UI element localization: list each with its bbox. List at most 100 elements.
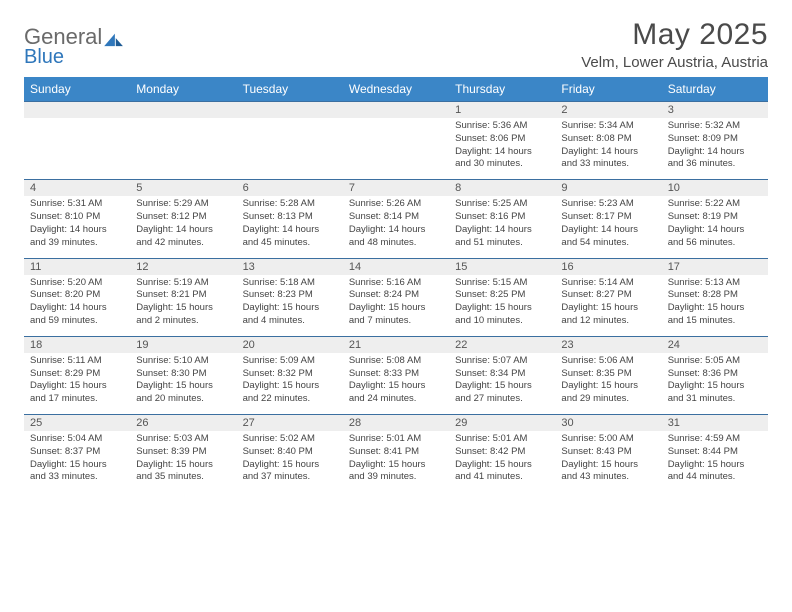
day-detail-line: and 24 minutes.: [349, 393, 443, 406]
week-row: 25Sunrise: 5:04 AMSunset: 8:37 PMDayligh…: [24, 415, 768, 493]
day-detail-line: and 30 minutes.: [455, 158, 549, 171]
day-detail-line: Sunrise: 5:04 AM: [30, 433, 124, 446]
day-number: 11: [24, 259, 130, 275]
day-cell: 29Sunrise: 5:01 AMSunset: 8:42 PMDayligh…: [449, 415, 555, 493]
day-detail-line: Daylight: 15 hours: [349, 459, 443, 472]
day-details: [130, 118, 236, 176]
day-cell: 3Sunrise: 5:32 AMSunset: 8:09 PMDaylight…: [662, 102, 768, 180]
day-cell: 6Sunrise: 5:28 AMSunset: 8:13 PMDaylight…: [237, 180, 343, 258]
day-number: 29: [449, 415, 555, 431]
day-detail-line: and 31 minutes.: [668, 393, 762, 406]
day-cell: 24Sunrise: 5:05 AMSunset: 8:36 PMDayligh…: [662, 336, 768, 414]
day-details: Sunrise: 5:31 AMSunset: 8:10 PMDaylight:…: [24, 196, 130, 257]
day-detail-line: and 36 minutes.: [668, 158, 762, 171]
day-details: Sunrise: 5:36 AMSunset: 8:06 PMDaylight:…: [449, 118, 555, 179]
day-cell: [343, 102, 449, 180]
day-detail-line: Sunset: 8:34 PM: [455, 368, 549, 381]
day-detail-line: Sunset: 8:35 PM: [561, 368, 655, 381]
day-detail-line: Sunrise: 5:32 AM: [668, 120, 762, 133]
day-detail-line: Sunset: 8:33 PM: [349, 368, 443, 381]
day-detail-line: Sunset: 8:41 PM: [349, 446, 443, 459]
day-detail-line: Daylight: 15 hours: [243, 459, 337, 472]
day-number: 9: [555, 180, 661, 196]
day-detail-line: Sunset: 8:40 PM: [243, 446, 337, 459]
day-detail-line: Sunrise: 5:14 AM: [561, 277, 655, 290]
day-detail-line: Sunrise: 5:31 AM: [30, 198, 124, 211]
day-number: 2: [555, 102, 661, 118]
day-detail-line: Sunrise: 5:11 AM: [30, 355, 124, 368]
week-row: 18Sunrise: 5:11 AMSunset: 8:29 PMDayligh…: [24, 336, 768, 414]
day-detail-line: Daylight: 14 hours: [455, 146, 549, 159]
day-detail-line: Sunset: 8:10 PM: [30, 211, 124, 224]
day-cell: 26Sunrise: 5:03 AMSunset: 8:39 PMDayligh…: [130, 415, 236, 493]
day-details: Sunrise: 5:14 AMSunset: 8:27 PMDaylight:…: [555, 275, 661, 336]
day-detail-line: Sunset: 8:44 PM: [668, 446, 762, 459]
day-detail-line: Sunrise: 5:28 AM: [243, 198, 337, 211]
day-detail-line: Sunset: 8:39 PM: [136, 446, 230, 459]
page-header: GeneralBlue May 2025 Velm, Lower Austria…: [24, 18, 768, 71]
day-detail-line: and 35 minutes.: [136, 471, 230, 484]
day-detail-line: Sunrise: 5:10 AM: [136, 355, 230, 368]
day-cell: 2Sunrise: 5:34 AMSunset: 8:08 PMDaylight…: [555, 102, 661, 180]
day-detail-line: Daylight: 14 hours: [455, 224, 549, 237]
day-details: Sunrise: 5:04 AMSunset: 8:37 PMDaylight:…: [24, 431, 130, 492]
day-cell: 23Sunrise: 5:06 AMSunset: 8:35 PMDayligh…: [555, 336, 661, 414]
day-header: Saturday: [662, 77, 768, 102]
calendar-page: GeneralBlue May 2025 Velm, Lower Austria…: [0, 0, 792, 492]
day-details: Sunrise: 5:10 AMSunset: 8:30 PMDaylight:…: [130, 353, 236, 414]
day-detail-line: Sunrise: 5:08 AM: [349, 355, 443, 368]
day-detail-line: and 56 minutes.: [668, 237, 762, 250]
day-detail-line: and 33 minutes.: [30, 471, 124, 484]
day-detail-line: Sunrise: 5:22 AM: [668, 198, 762, 211]
day-detail-line: and 39 minutes.: [349, 471, 443, 484]
brand-logo: GeneralBlue: [24, 18, 124, 69]
day-details: Sunrise: 5:19 AMSunset: 8:21 PMDaylight:…: [130, 275, 236, 336]
day-cell: 1Sunrise: 5:36 AMSunset: 8:06 PMDaylight…: [449, 102, 555, 180]
day-number: [130, 102, 236, 118]
day-details: Sunrise: 5:25 AMSunset: 8:16 PMDaylight:…: [449, 196, 555, 257]
day-detail-line: and 29 minutes.: [561, 393, 655, 406]
day-cell: 9Sunrise: 5:23 AMSunset: 8:17 PMDaylight…: [555, 180, 661, 258]
brand-part2: Blue: [24, 46, 102, 69]
day-detail-line: Daylight: 14 hours: [668, 146, 762, 159]
day-cell: 11Sunrise: 5:20 AMSunset: 8:20 PMDayligh…: [24, 258, 130, 336]
week-row: 11Sunrise: 5:20 AMSunset: 8:20 PMDayligh…: [24, 258, 768, 336]
day-number: 23: [555, 337, 661, 353]
day-detail-line: Sunset: 8:36 PM: [668, 368, 762, 381]
day-details: [237, 118, 343, 176]
day-detail-line: Daylight: 15 hours: [668, 302, 762, 315]
day-detail-line: and 4 minutes.: [243, 315, 337, 328]
day-number: 26: [130, 415, 236, 431]
day-number: 5: [130, 180, 236, 196]
day-number: 7: [343, 180, 449, 196]
day-detail-line: Daylight: 15 hours: [561, 302, 655, 315]
day-detail-line: Sunset: 8:12 PM: [136, 211, 230, 224]
day-detail-line: and 7 minutes.: [349, 315, 443, 328]
day-detail-line: Sunset: 8:14 PM: [349, 211, 443, 224]
day-detail-line: and 15 minutes.: [668, 315, 762, 328]
day-detail-line: and 20 minutes.: [136, 393, 230, 406]
day-detail-line: Sunset: 8:08 PM: [561, 133, 655, 146]
day-details: Sunrise: 5:07 AMSunset: 8:34 PMDaylight:…: [449, 353, 555, 414]
day-detail-line: and 48 minutes.: [349, 237, 443, 250]
day-details: Sunrise: 5:09 AMSunset: 8:32 PMDaylight:…: [237, 353, 343, 414]
day-detail-line: Sunrise: 5:07 AM: [455, 355, 549, 368]
day-detail-line: Sunset: 8:37 PM: [30, 446, 124, 459]
day-number: 12: [130, 259, 236, 275]
day-header: Tuesday: [237, 77, 343, 102]
day-detail-line: Daylight: 14 hours: [349, 224, 443, 237]
day-header: Wednesday: [343, 77, 449, 102]
day-detail-line: Daylight: 15 hours: [30, 459, 124, 472]
title-block: May 2025 Velm, Lower Austria, Austria: [581, 18, 768, 71]
day-detail-line: Sunset: 8:32 PM: [243, 368, 337, 381]
day-number: 10: [662, 180, 768, 196]
day-detail-line: Sunset: 8:06 PM: [455, 133, 549, 146]
day-detail-line: Sunset: 8:30 PM: [136, 368, 230, 381]
day-cell: 14Sunrise: 5:16 AMSunset: 8:24 PMDayligh…: [343, 258, 449, 336]
day-detail-line: Sunset: 8:23 PM: [243, 289, 337, 302]
day-cell: 7Sunrise: 5:26 AMSunset: 8:14 PMDaylight…: [343, 180, 449, 258]
day-cell: 16Sunrise: 5:14 AMSunset: 8:27 PMDayligh…: [555, 258, 661, 336]
day-detail-line: Daylight: 15 hours: [243, 302, 337, 315]
day-cell: 4Sunrise: 5:31 AMSunset: 8:10 PMDaylight…: [24, 180, 130, 258]
day-number: [343, 102, 449, 118]
